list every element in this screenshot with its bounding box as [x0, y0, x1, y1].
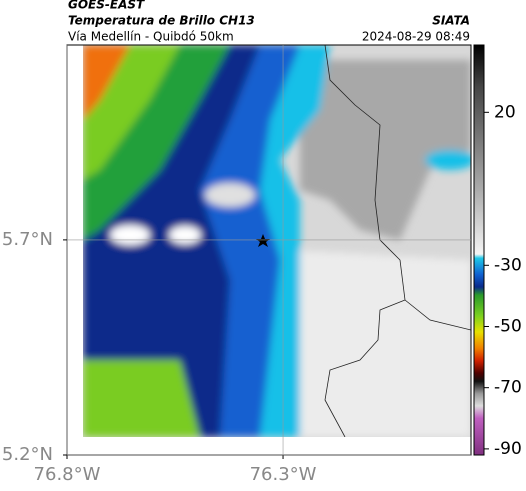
- colorbar-tick-label: -90: [494, 439, 522, 459]
- colorbar: [473, 44, 485, 456]
- x-tick-label: 76.3°W: [250, 464, 317, 485]
- y-tick-label: 5.7°N: [2, 229, 53, 250]
- location-star: [256, 234, 270, 247]
- colorbar-tick-label: -50: [494, 316, 522, 336]
- subtitle: Temperatura de Brillo CH13: [68, 14, 255, 28]
- satellite-image: [83, 45, 471, 437]
- colorbar-tick-label: 20: [494, 102, 516, 122]
- datetime: 2024-08-29 08:49: [362, 30, 470, 44]
- source: SIATA: [432, 14, 470, 28]
- route: Vía Medellín - Quibdó 50km: [68, 30, 234, 44]
- title: GOES-EAST: [68, 0, 145, 12]
- x-tick-label: 76.8°W: [34, 464, 101, 485]
- y-tick-label: 5.2°N: [2, 444, 53, 465]
- colorbar-tick-label: -30: [494, 255, 522, 275]
- colorbar-tick-label: -70: [494, 378, 522, 398]
